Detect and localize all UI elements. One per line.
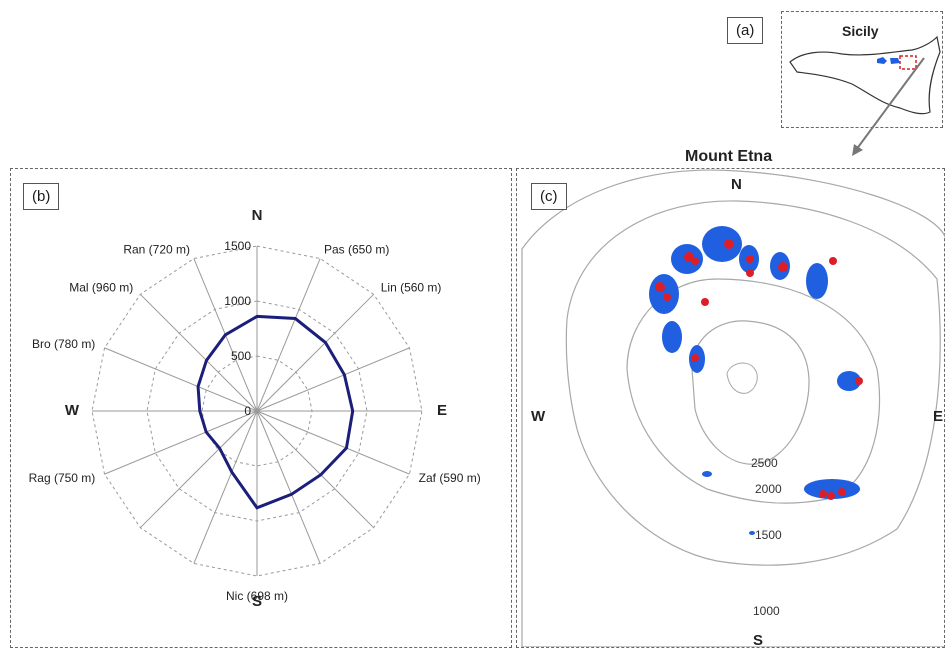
spoke-2 [256, 293, 375, 412]
contour-label-1500: 1500 [755, 528, 782, 542]
locator-arrowhead [852, 144, 863, 156]
panel-b-tag: (b) [23, 183, 60, 210]
station-label: Mal (960 m) [69, 280, 133, 294]
grid-ring-1500 [91, 245, 423, 577]
sicily-blue-spots [877, 57, 900, 64]
spoke-9 [193, 410, 258, 564]
contour-1000 [521, 169, 945, 648]
spoke-13 [104, 347, 258, 412]
compass-e: E [933, 408, 943, 425]
compass-w: W [531, 408, 546, 425]
contour-1500 [565, 200, 941, 566]
spoke-3 [256, 347, 410, 412]
sicily-outline [789, 35, 941, 115]
station-label: Pas (650 m) [324, 242, 389, 256]
station-label: Ran (720 m) [123, 242, 190, 256]
compass-s: S [753, 632, 763, 647]
spoke-1 [256, 258, 321, 412]
contour-label-2500: 2500 [751, 456, 778, 470]
panel-a-tag: (a) [727, 17, 764, 44]
compass-s: S [252, 593, 262, 610]
spoke-11 [104, 410, 258, 475]
radar-chart: 0 500 1000 1500 N E S W Pas (650 m) Lin (560 m) Za… [29, 207, 481, 610]
panel-c-tag: (c) [531, 183, 567, 210]
spoke-7 [256, 410, 321, 564]
mount-etna-title: Mount Etna [685, 148, 772, 165]
station-label: Nic (698 m) [226, 589, 288, 603]
contour-label-1000: 1000 [753, 604, 780, 618]
tick-label-1500: 1500 [224, 239, 251, 253]
compass-n: N [731, 176, 742, 193]
station-label: Zaf (590 m) [419, 471, 481, 485]
station-label: Bro (780 m) [32, 337, 95, 351]
tick-label-0: 0 [244, 404, 251, 418]
etna-locator-box [899, 55, 917, 70]
panel-c-map: (c) [516, 168, 945, 649]
panel-b-radar: (b) 0 500 1000 1500 N E S W Pas (650 m) Lin (560 … [10, 168, 512, 648]
red-points [655, 239, 863, 500]
spoke-10 [139, 410, 258, 529]
sicily-label: Sicily [842, 23, 879, 39]
contour-2500 [691, 320, 810, 465]
spoke-5 [256, 410, 410, 475]
etna-map: N S W E 2500 2000 1500 1000 [521, 169, 945, 649]
tick-label-500: 500 [231, 349, 251, 363]
compass-e: E [437, 402, 447, 419]
series-line-0 [196, 314, 355, 510]
spoke-6 [256, 410, 375, 529]
compass-n: N [252, 207, 263, 224]
station-label: Lin (560 m) [381, 280, 442, 294]
panel-a-sicily-inset: Sicily [781, 11, 943, 128]
station-label: Rag (750 m) [29, 471, 96, 485]
tick-label-1000: 1000 [224, 294, 251, 308]
contour-2000 [626, 278, 881, 504]
spoke-14 [139, 293, 258, 412]
contour-label-2000: 2000 [755, 482, 782, 496]
sicily-map: Sicily [789, 23, 941, 115]
contour-summit [726, 362, 758, 394]
compass-w: W [65, 402, 80, 419]
